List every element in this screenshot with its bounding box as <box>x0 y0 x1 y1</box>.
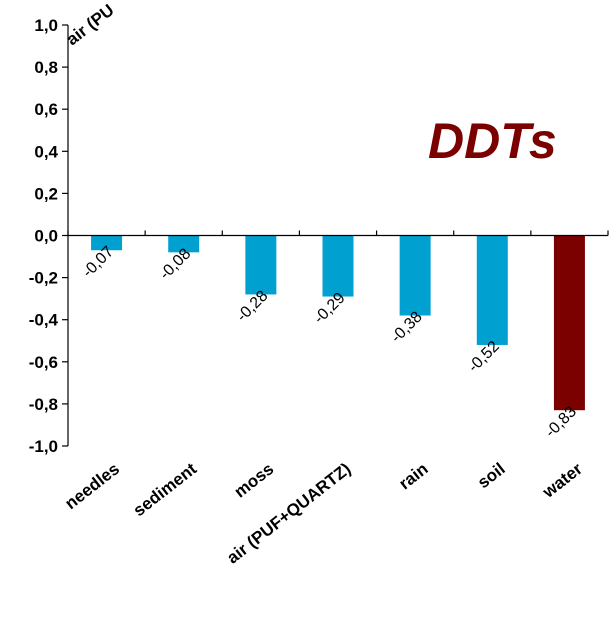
clipped-top-label: air (PU <box>63 0 118 49</box>
y-tick-label: 0,4 <box>34 142 58 161</box>
y-tick-label: 0,0 <box>34 227 58 246</box>
bars-group <box>91 235 585 411</box>
x-axis-ticks <box>67 230 609 236</box>
y-tick-label: -1,0 <box>29 437 58 456</box>
category-label: soil <box>474 459 509 492</box>
category-label: moss <box>231 459 278 501</box>
y-tick-label: -0,6 <box>29 353 58 372</box>
category-label: rain <box>395 459 431 493</box>
bar-soil <box>476 235 508 345</box>
y-tick-label: -0,8 <box>29 395 58 414</box>
y-tick-label: 1,0 <box>34 16 58 35</box>
y-tick-label: 0,8 <box>34 58 58 77</box>
category-label: water <box>538 459 586 502</box>
axes-group <box>67 25 608 446</box>
y-axis-ticks: 1,0 0,8 0,6 0,4 0,2 0,0 -0,2 -0,4 -0,6 -0,8 -1,0 <box>29 16 68 456</box>
y-tick-label: 0,6 <box>34 100 58 119</box>
bar-water <box>553 235 585 411</box>
category-label: needles <box>61 459 123 513</box>
bar-air-puf-quartz <box>322 235 354 297</box>
bar-rain <box>399 235 431 316</box>
bar-moss <box>245 235 277 295</box>
bar-needles <box>91 235 123 251</box>
chart-title: DDTs <box>428 113 557 169</box>
category-label: air (PUF+QUARTZ) <box>223 459 354 567</box>
y-tick-label: 0,2 <box>34 184 58 203</box>
y-tick-label: -0,2 <box>29 269 58 288</box>
category-label: sediment <box>130 459 201 520</box>
y-tick-label: -0,4 <box>29 311 59 330</box>
bar-sediment <box>168 235 200 253</box>
